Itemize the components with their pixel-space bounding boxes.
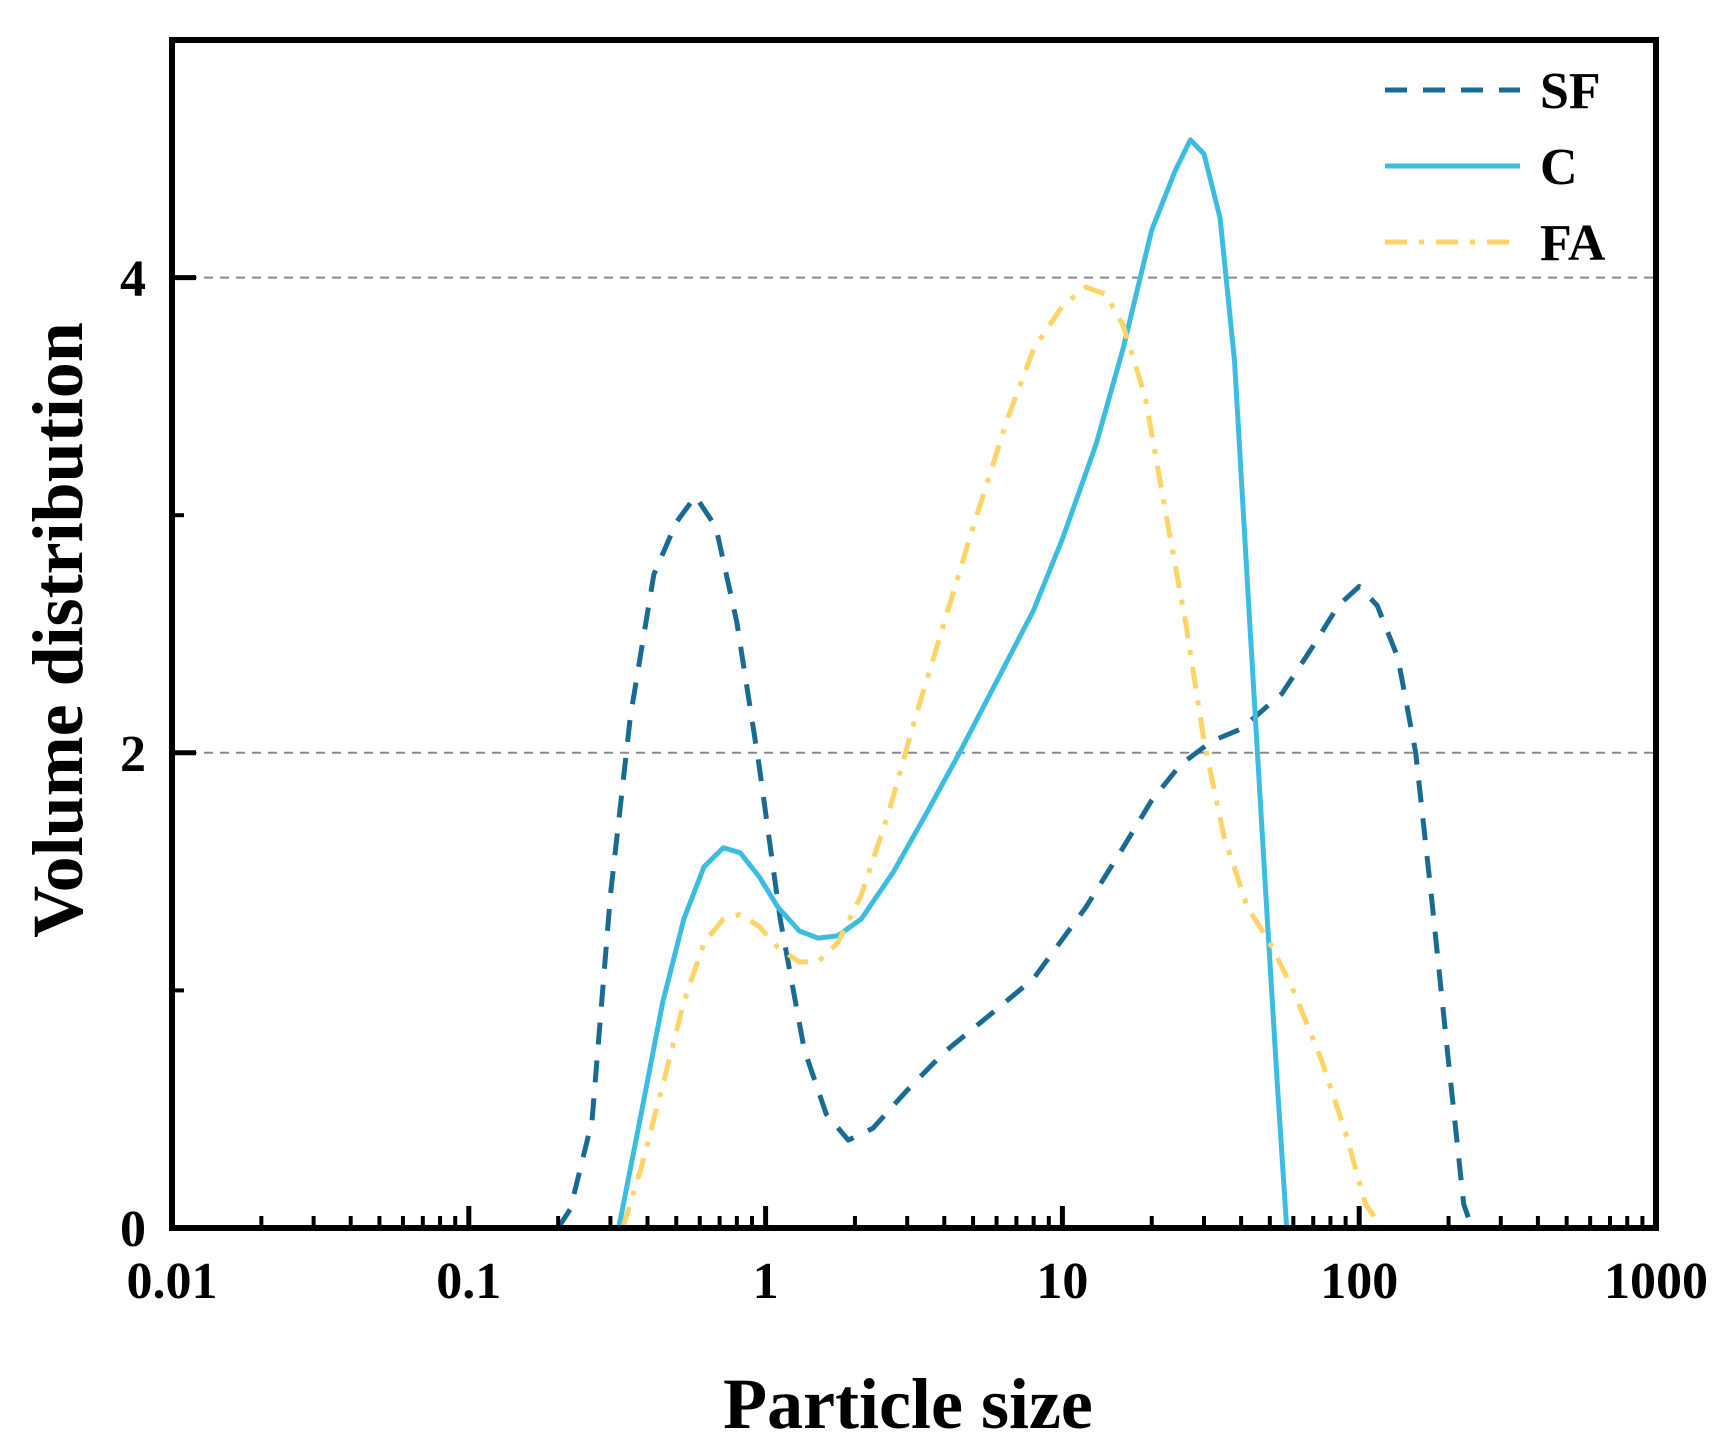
plot-frame xyxy=(169,37,1659,1231)
x-tick-label: 10 xyxy=(1036,1253,1088,1310)
tick-labels: 0.01 0.1 1 10 100 1000 0 2 4 xyxy=(120,251,1708,1310)
x-tick-label: 0.01 xyxy=(127,1253,218,1310)
x-tick-label: 1000 xyxy=(1604,1253,1708,1310)
grid-lines xyxy=(172,276,1656,754)
y-tick-label: 2 xyxy=(120,726,146,783)
legend-label-fa: FA xyxy=(1540,215,1606,272)
y-tick-label: 0 xyxy=(120,1201,146,1258)
legend-label-sf: SF xyxy=(1540,63,1601,120)
ticks xyxy=(169,275,1659,1231)
series-lines xyxy=(556,137,1475,1230)
axes xyxy=(169,37,1659,1231)
x-tick-label: 100 xyxy=(1320,1253,1398,1310)
legend-label-c: C xyxy=(1540,139,1578,196)
y-tick-label: 4 xyxy=(120,251,146,308)
y-axis-title: Volume distribution xyxy=(18,322,98,937)
series-line-fa xyxy=(620,284,1385,1230)
legend: SF C FA xyxy=(1385,63,1606,272)
series-line-c xyxy=(616,137,1290,1229)
x-tick-label: 0.1 xyxy=(436,1253,501,1310)
series-line-sf xyxy=(556,493,1475,1230)
x-axis-title: Particle size xyxy=(723,1364,1093,1444)
x-tick-label: 1 xyxy=(753,1253,779,1310)
